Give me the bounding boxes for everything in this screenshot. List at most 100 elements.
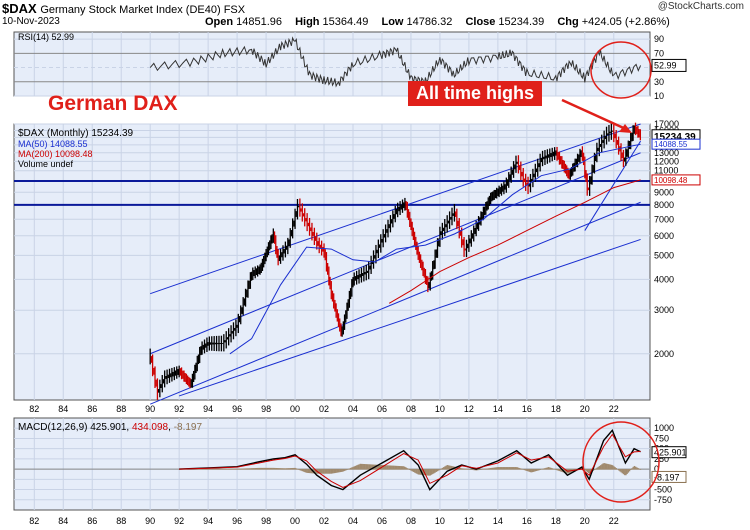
macd-hist-bar	[267, 467, 270, 470]
macd-hist-bar	[347, 468, 349, 470]
macd-hist-bar	[615, 468, 617, 470]
macd-hist-bar	[260, 467, 263, 470]
macd-hist-bar	[432, 469, 434, 475]
macd-hist-bar	[499, 467, 502, 470]
macd-hist-bar	[587, 469, 590, 474]
x-tick-label: 18	[551, 404, 561, 414]
macd-hist-bar	[533, 469, 535, 472]
high-value: 15364.49	[322, 16, 369, 28]
macd-hist-bar	[473, 469, 475, 471]
macd-hist-bar	[509, 467, 511, 470]
macd-hist-bar	[248, 468, 250, 470]
macd-hist-bar	[607, 463, 609, 470]
macd-hist-bar	[418, 469, 421, 475]
macd-hist-bar	[506, 467, 509, 470]
macd-hist-bar	[359, 463, 362, 470]
macd-hist-bar	[608, 464, 610, 470]
macd-hist-bar	[311, 469, 313, 474]
x-tick-label: 84	[58, 516, 68, 526]
x-tick-label: 08	[406, 404, 416, 414]
macd-hist-bar	[354, 465, 357, 470]
macd-hist-bar	[213, 468, 215, 470]
macd-hist-bar	[287, 468, 289, 470]
macd-highlight-circle	[582, 421, 660, 503]
macd-hist-bar	[609, 464, 611, 470]
macd-hist-bar	[627, 469, 630, 473]
macd-hist-bar	[538, 469, 540, 471]
macd-hist-bar	[633, 465, 636, 470]
x-tick-label: 22	[609, 404, 619, 414]
low-value: 14786.32	[406, 16, 453, 28]
rsi-panel	[13, 31, 651, 97]
x-tick-label: 04	[348, 404, 358, 414]
macd-hist-bar	[228, 468, 230, 470]
macd-hist-bar	[277, 468, 279, 470]
high-label: High	[295, 16, 320, 28]
macd-hist-bar	[601, 464, 603, 470]
close-value: 15234.39	[498, 16, 545, 28]
macd-tick-label: -750	[654, 495, 672, 505]
macd-hist-bar	[234, 468, 236, 470]
macd-hist-bar	[543, 468, 545, 470]
macd-hist-bar	[276, 468, 278, 470]
macd-hist-bar	[485, 468, 487, 470]
macd-hist-bar	[422, 469, 424, 476]
macd-hist-bar	[442, 467, 445, 470]
ma200-value-box	[651, 174, 701, 186]
macd-hist-bar	[534, 469, 537, 472]
macd-hist-bar	[241, 468, 243, 470]
ma200-line	[388, 179, 641, 304]
x-tick-label: 06	[377, 404, 387, 414]
chg-value: +424.05 (+2.86%)	[581, 16, 670, 28]
macd-hist-bar	[528, 469, 531, 472]
x-tick-label: 12	[464, 516, 474, 526]
x-tick-label: 00	[290, 404, 300, 414]
macd-hist-bar	[205, 468, 207, 470]
macd-hist-bar	[348, 468, 351, 470]
macd-hist-bar	[318, 469, 321, 474]
ma50-value-box	[651, 138, 701, 150]
x-tick-label: 86	[87, 516, 97, 526]
macd-hist-bar	[440, 468, 442, 470]
macd-hist-bar	[614, 467, 616, 470]
macd-legend: MACD(12,26,9) 425.901, 434.098, -8.197	[18, 422, 203, 433]
x-tick-label: 22	[609, 516, 619, 526]
macd-hist-bar	[360, 463, 363, 470]
macd-hist-bar	[385, 465, 387, 470]
macd-hist-bar	[532, 469, 534, 472]
macd-hist-bar	[557, 469, 560, 471]
macd-hist-bar	[289, 468, 292, 470]
macd-hist-bar	[547, 467, 550, 470]
chart-date: 10-Nov-2023	[2, 16, 60, 27]
annotation-german-dax: German DAX	[48, 92, 178, 115]
macd-hist-bar	[353, 466, 356, 470]
price-tick-label: 2000	[654, 349, 674, 359]
macd-hist-bar	[247, 468, 249, 470]
price-tick-label: 6000	[654, 231, 674, 241]
macd-hist-bar	[504, 467, 506, 470]
macd-value-box	[651, 446, 687, 459]
macd-hist-bar	[434, 469, 436, 473]
macd-tick-label: -500	[654, 485, 672, 495]
macd-hist-bar	[286, 468, 288, 470]
macd-hist-bar	[525, 469, 527, 471]
macd-hist-bar	[358, 464, 360, 470]
macd-hist-bar	[595, 468, 597, 470]
x-tick-label: 16	[522, 404, 532, 414]
macd-hist-bar	[461, 468, 463, 470]
macd-hist-bar	[293, 467, 295, 470]
macd-hist-bar	[424, 469, 427, 476]
x-tick-label: 96	[232, 516, 242, 526]
quote-line: Open 14851.96 High 15364.49 Low 14786.32 Cl…	[205, 16, 680, 28]
macd-hist-bar	[450, 465, 452, 470]
macd-hist-bar	[436, 469, 439, 472]
macd-hist-bar	[302, 469, 305, 472]
macd-hist-bar	[308, 469, 311, 474]
x-tick-label: 90	[145, 404, 155, 414]
macd-hist-bar	[502, 467, 504, 470]
macd-hist-bar	[482, 468, 485, 470]
macd-hist-bar	[492, 467, 494, 470]
macd-hist-bar	[261, 467, 264, 470]
chart-header: $DAX Germany Stock Market Index (DE40) F…	[0, 0, 750, 30]
macd-signal-line	[179, 433, 641, 489]
